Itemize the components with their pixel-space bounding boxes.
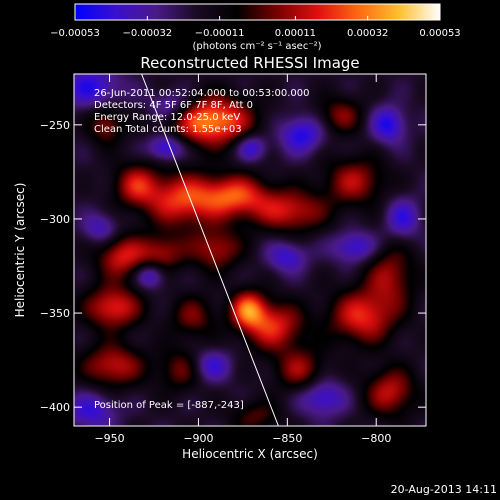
colorbar-bar xyxy=(74,3,441,21)
annotation-clean-counts: Clean Total counts: 1.55e+03 xyxy=(94,124,242,135)
chart-title: Reconstructed RHESSI Image xyxy=(140,54,359,72)
colorbar-tick-label: −0.00053 xyxy=(50,28,100,39)
colorbar-tick-label: 0.00053 xyxy=(419,28,460,39)
y-tick-label: −350 xyxy=(40,307,70,320)
x-axis-title: Heliocentric X (arcsec) xyxy=(182,447,318,461)
annotation-energy-range: Energy Range: 12.0-25.0 keV xyxy=(94,112,240,123)
footer-timestamp: 20-Aug-2013 14:11 xyxy=(391,483,497,496)
colorbar-unit-label: (photons cm⁻² s⁻¹ asec⁻²) xyxy=(192,41,321,52)
plot-frame xyxy=(73,73,427,427)
x-tick-label: −950 xyxy=(94,432,124,445)
colorbar: −0.00053 −0.00032 −0.00011 0.00011 0.00032 0.… xyxy=(50,3,461,52)
annotation-detectors: Detectors: 4F 5F 6F 7F 8F, Att 0 xyxy=(94,100,253,111)
x-axis-ticks: −950 −900 −850 −800 xyxy=(94,74,391,445)
x-tick-label: −850 xyxy=(272,432,302,445)
y-tick-label: −250 xyxy=(40,119,70,132)
annotation-time-range: 26-Jun-2011 00:52:04.000 to 00:53:00.000 xyxy=(94,88,310,99)
colorbar-tick-label: 0.00011 xyxy=(275,28,316,39)
colorbar-tick-label: −0.00032 xyxy=(122,28,172,39)
colorbar-tick-label: 0.00032 xyxy=(347,28,388,39)
heatmap-image xyxy=(74,74,426,426)
x-tick-label: −800 xyxy=(361,432,391,445)
y-tick-label: −400 xyxy=(40,401,70,414)
colorbar-ticks: −0.00053 −0.00032 −0.00011 0.00011 0.00032 0.… xyxy=(50,16,461,39)
solar-limb-line xyxy=(141,74,279,426)
colorbar-tick-label: −0.00011 xyxy=(195,28,245,39)
y-axis-ticks: −250 −300 −350 −400 xyxy=(40,119,426,414)
y-tick-label: −300 xyxy=(40,213,70,226)
peak-position-annotation: Position of Peak = [-887,-243] xyxy=(94,400,244,411)
y-axis-title: Heliocentric Y (arcsec) xyxy=(13,183,27,318)
x-tick-label: −900 xyxy=(183,432,213,445)
plot-area: −950 −900 −850 −800 −250 −300 −350 −400 26-Jun… xyxy=(40,73,427,445)
annotation-block: 26-Jun-2011 00:52:04.000 to 00:53:00.000… xyxy=(94,88,310,135)
